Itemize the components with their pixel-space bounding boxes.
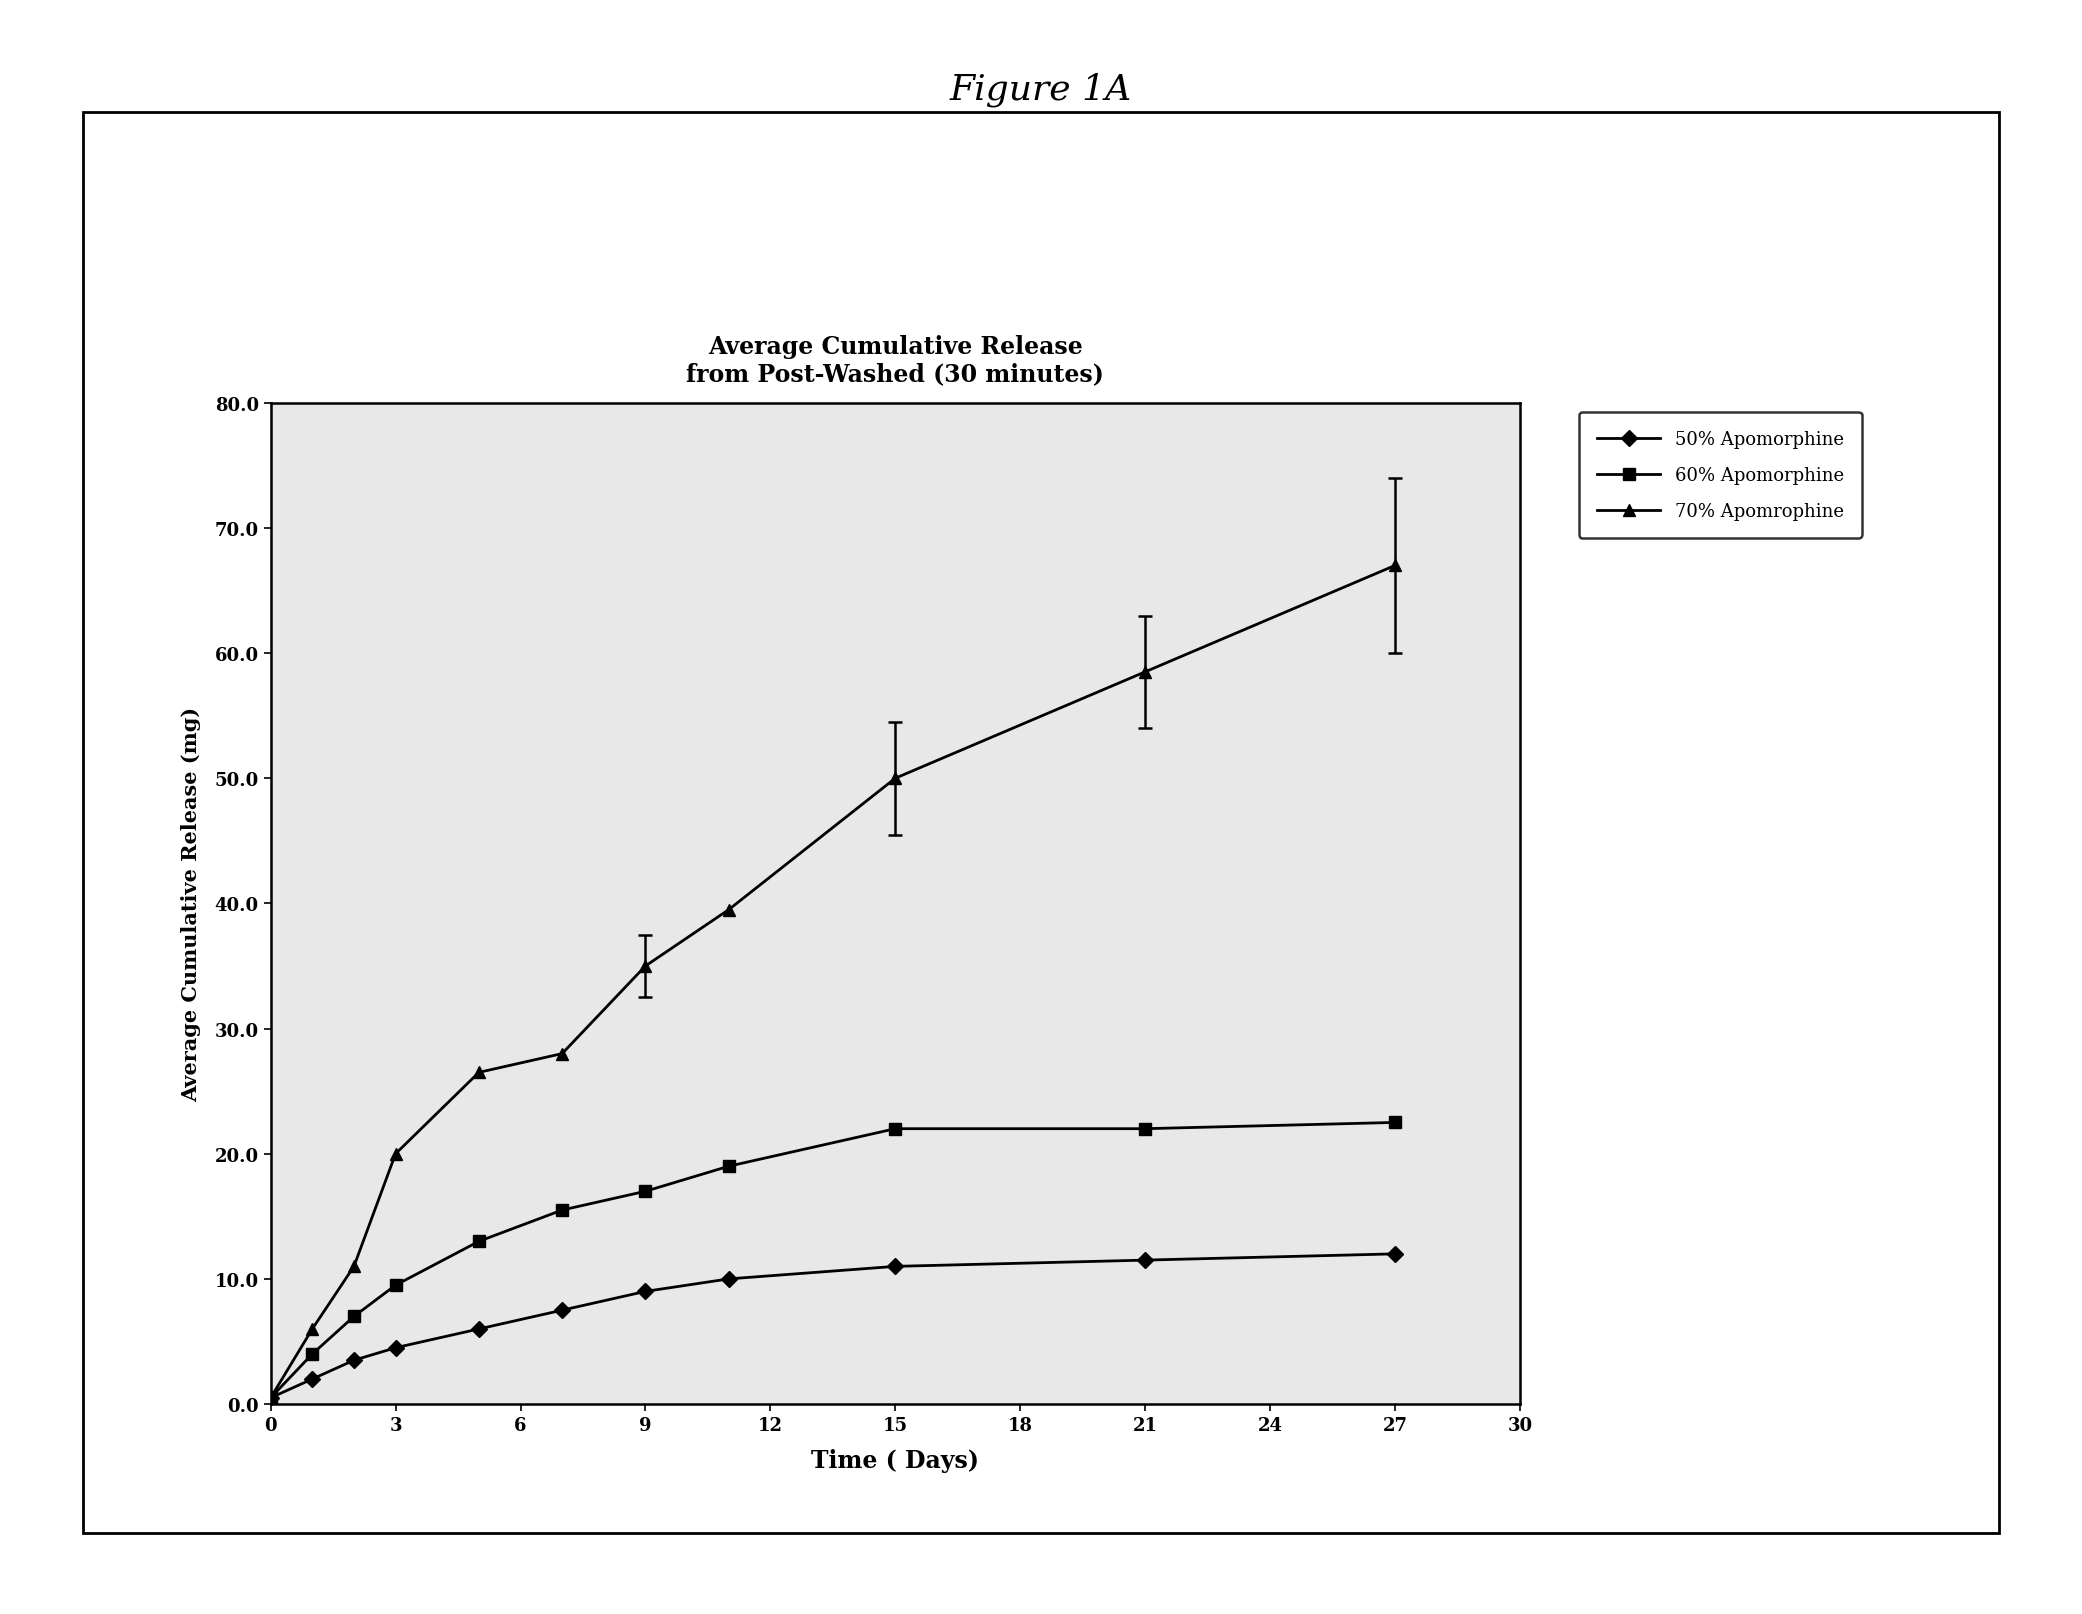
60% Apomorphine xyxy=(258,1388,283,1407)
50% Apomorphine xyxy=(883,1257,908,1277)
Line: 50% Apomorphine: 50% Apomorphine xyxy=(264,1249,1401,1404)
50% Apomorphine xyxy=(1382,1244,1407,1264)
Line: 70% Apomrophine: 70% Apomrophine xyxy=(264,560,1401,1404)
70% Apomrophine xyxy=(383,1144,408,1164)
60% Apomorphine xyxy=(466,1231,491,1251)
70% Apomrophine xyxy=(466,1064,491,1083)
70% Apomrophine xyxy=(1133,663,1158,683)
50% Apomorphine xyxy=(633,1282,658,1301)
50% Apomorphine xyxy=(300,1369,325,1388)
60% Apomorphine xyxy=(300,1344,325,1364)
70% Apomrophine xyxy=(258,1388,283,1407)
70% Apomrophine xyxy=(883,770,908,789)
70% Apomrophine xyxy=(716,901,741,920)
X-axis label: Time ( Days): Time ( Days) xyxy=(812,1448,979,1472)
70% Apomrophine xyxy=(550,1044,575,1064)
50% Apomorphine xyxy=(258,1388,283,1407)
60% Apomorphine xyxy=(341,1307,366,1327)
Line: 60% Apomorphine: 60% Apomorphine xyxy=(264,1117,1401,1404)
Legend: 50% Apomorphine, 60% Apomorphine, 70% Apomrophine: 50% Apomorphine, 60% Apomorphine, 70% Ap… xyxy=(1578,413,1861,539)
70% Apomrophine xyxy=(300,1320,325,1340)
60% Apomorphine xyxy=(1382,1114,1407,1133)
50% Apomorphine xyxy=(550,1301,575,1320)
70% Apomrophine xyxy=(341,1257,366,1277)
Y-axis label: Average Cumulative Release (mg): Average Cumulative Release (mg) xyxy=(181,707,200,1101)
50% Apomorphine xyxy=(383,1338,408,1357)
60% Apomorphine xyxy=(550,1201,575,1220)
Title: Average Cumulative Release
from Post-Washed (30 minutes): Average Cumulative Release from Post-Was… xyxy=(687,334,1103,386)
50% Apomorphine xyxy=(716,1269,741,1288)
60% Apomorphine xyxy=(883,1120,908,1139)
50% Apomorphine xyxy=(341,1351,366,1370)
60% Apomorphine xyxy=(633,1181,658,1201)
60% Apomorphine xyxy=(383,1275,408,1294)
70% Apomrophine xyxy=(1382,557,1407,576)
50% Apomorphine xyxy=(1133,1251,1158,1270)
60% Apomorphine xyxy=(716,1157,741,1177)
50% Apomorphine xyxy=(466,1320,491,1340)
70% Apomrophine xyxy=(633,957,658,976)
60% Apomorphine xyxy=(1133,1120,1158,1139)
Text: Figure 1A: Figure 1A xyxy=(949,73,1133,107)
